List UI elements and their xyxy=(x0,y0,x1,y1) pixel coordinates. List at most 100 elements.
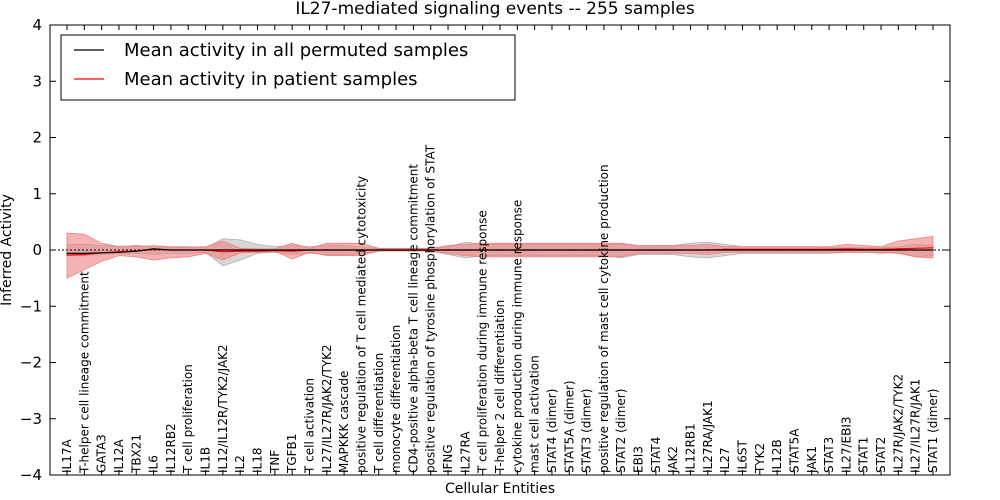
permuted-point xyxy=(880,249,882,251)
y-tick-label: 4 xyxy=(32,16,42,34)
x-tick-label: CD4-positive alpha-beta T cell lineage c… xyxy=(406,164,420,473)
x-tick-label: IL12/IL12R/TYK2/JAK2 xyxy=(216,344,230,473)
permuted-point xyxy=(430,249,432,251)
y-tick-label: −1 xyxy=(20,297,42,315)
permuted-point xyxy=(811,249,813,251)
x-tick-label: TNF xyxy=(268,450,282,474)
x-tick-label: monocyte differentiation xyxy=(389,325,403,473)
x-tick-label: JAK2 xyxy=(666,446,680,474)
x-tick-label: IL12RB2 xyxy=(164,423,178,473)
permuted-point xyxy=(586,249,588,251)
x-tick-label: T-helper 2 cell differentiation xyxy=(493,300,507,474)
x-tick-label: STAT1 (dimer) xyxy=(926,389,940,473)
y-tick-label: 1 xyxy=(32,185,42,203)
x-tick-label: positive regulation of tyrosine phosphor… xyxy=(424,144,438,473)
permuted-point xyxy=(153,248,155,250)
permuted-point xyxy=(291,249,293,251)
x-tick-label: TGFB1 xyxy=(285,434,299,474)
x-tick-label: IL6 xyxy=(147,455,161,473)
patient-point xyxy=(291,250,293,252)
y-tick-label: 3 xyxy=(32,72,42,90)
y-tick-label: −3 xyxy=(20,410,42,428)
legend: Mean activity in all permuted samples Me… xyxy=(60,34,516,101)
x-tick-label: T cell activation xyxy=(302,378,316,474)
x-tick-label: IL12RB1 xyxy=(684,423,698,473)
x-tick-label: STAT4 (dimer) xyxy=(545,389,559,473)
x-tick-label: IL27R/JAK2/TYK2 xyxy=(891,374,905,473)
legend-frame xyxy=(60,34,516,101)
permuted-point xyxy=(447,249,449,251)
patient-point xyxy=(222,251,224,253)
permuted-point xyxy=(360,249,362,251)
permuted-point xyxy=(568,249,570,251)
permuted-point xyxy=(239,249,241,251)
x-tick-label: IL12B xyxy=(770,439,784,473)
x-tick-label: T cell proliferation during immune respo… xyxy=(476,210,490,474)
x-tick-label: STAT3 xyxy=(822,437,836,473)
x-tick-label: cytokine production during immune respon… xyxy=(510,200,524,473)
y-tick-label: 2 xyxy=(32,129,42,147)
permuted-point xyxy=(66,252,68,254)
permuted-point xyxy=(343,249,345,251)
patient-point xyxy=(256,250,259,252)
permuted-point xyxy=(499,249,501,251)
permuted-point xyxy=(845,249,848,251)
x-tick-label: JAK1 xyxy=(805,446,819,474)
x-tick-label: IL27/IL27R/JAK2/TYK2 xyxy=(320,344,334,473)
permuted-point xyxy=(534,249,536,251)
x-tick-label: IL12A xyxy=(112,439,126,473)
permuted-point xyxy=(655,249,657,251)
x-tick-label: STAT1 xyxy=(857,437,871,473)
permuted-point xyxy=(83,252,85,254)
band-patient xyxy=(66,232,934,279)
permuted-point xyxy=(308,249,311,251)
y-tick-label: −2 xyxy=(20,354,42,372)
x-tick-label: positive regulation of T cell mediated c… xyxy=(354,176,368,473)
y-axis: 4 3 2 1 0 −1 −2 −3 −4 xyxy=(20,16,950,484)
permuted-point xyxy=(793,249,796,251)
legend-label-permuted: Mean activity in all permuted samples xyxy=(124,40,468,61)
permuted-point xyxy=(672,249,674,251)
permuted-point xyxy=(620,249,622,251)
x-tick-label: T-helper cell lineage commitment xyxy=(77,271,91,474)
x-tick-label: mast cell activation xyxy=(528,355,542,473)
permuted-point xyxy=(412,249,414,251)
x-tick-label: STAT3 (dimer) xyxy=(580,389,594,473)
permuted-point xyxy=(222,249,224,251)
x-tick-label: IL17A xyxy=(60,439,74,473)
permuted-point xyxy=(707,249,709,251)
permuted-point xyxy=(378,249,380,251)
x-tick-label: TYK2 xyxy=(753,443,767,474)
permuted-point xyxy=(187,249,189,251)
x-tick-label: STAT5A xyxy=(787,428,801,473)
permuted-point xyxy=(759,249,761,251)
permuted-point xyxy=(741,249,744,251)
patient-point xyxy=(915,247,917,249)
x-tick-label: EBI3 xyxy=(632,446,646,473)
x-tick-label: IL2 xyxy=(233,455,247,473)
chart-title: IL27-mediated signaling events -- 255 sa… xyxy=(295,0,695,19)
x-tick-label: STAT5A (dimer) xyxy=(562,380,576,473)
legend-label-patient: Mean activity in patient samples xyxy=(124,69,418,90)
permuted-point xyxy=(897,249,900,251)
x-tick-label: IL27 xyxy=(718,448,732,474)
bands-layer xyxy=(66,232,934,279)
y-tick-label: 0 xyxy=(32,241,42,259)
x-tick-label: STAT2 xyxy=(874,437,888,473)
x-tick-label: MAPKKK cascade xyxy=(337,371,351,473)
x-tick-label: IL27RA xyxy=(458,431,472,473)
x-tick-label: IL6ST xyxy=(735,440,749,473)
x-tick-label: IL27/EBI3 xyxy=(839,416,853,473)
permuted-point xyxy=(326,249,328,251)
x-tick-label: IFNG xyxy=(441,444,455,473)
permuted-point xyxy=(932,249,934,251)
lines-layer xyxy=(66,247,934,256)
x-tick-label: STAT2 (dimer) xyxy=(614,389,628,473)
permuted-point xyxy=(776,249,778,251)
permuted-point xyxy=(205,249,207,251)
patient-point xyxy=(845,248,848,250)
patient-point xyxy=(66,254,68,256)
x-tick-label: IL27RA/JAK1 xyxy=(701,400,715,473)
x-tick-label: T cell proliferation xyxy=(181,364,195,474)
